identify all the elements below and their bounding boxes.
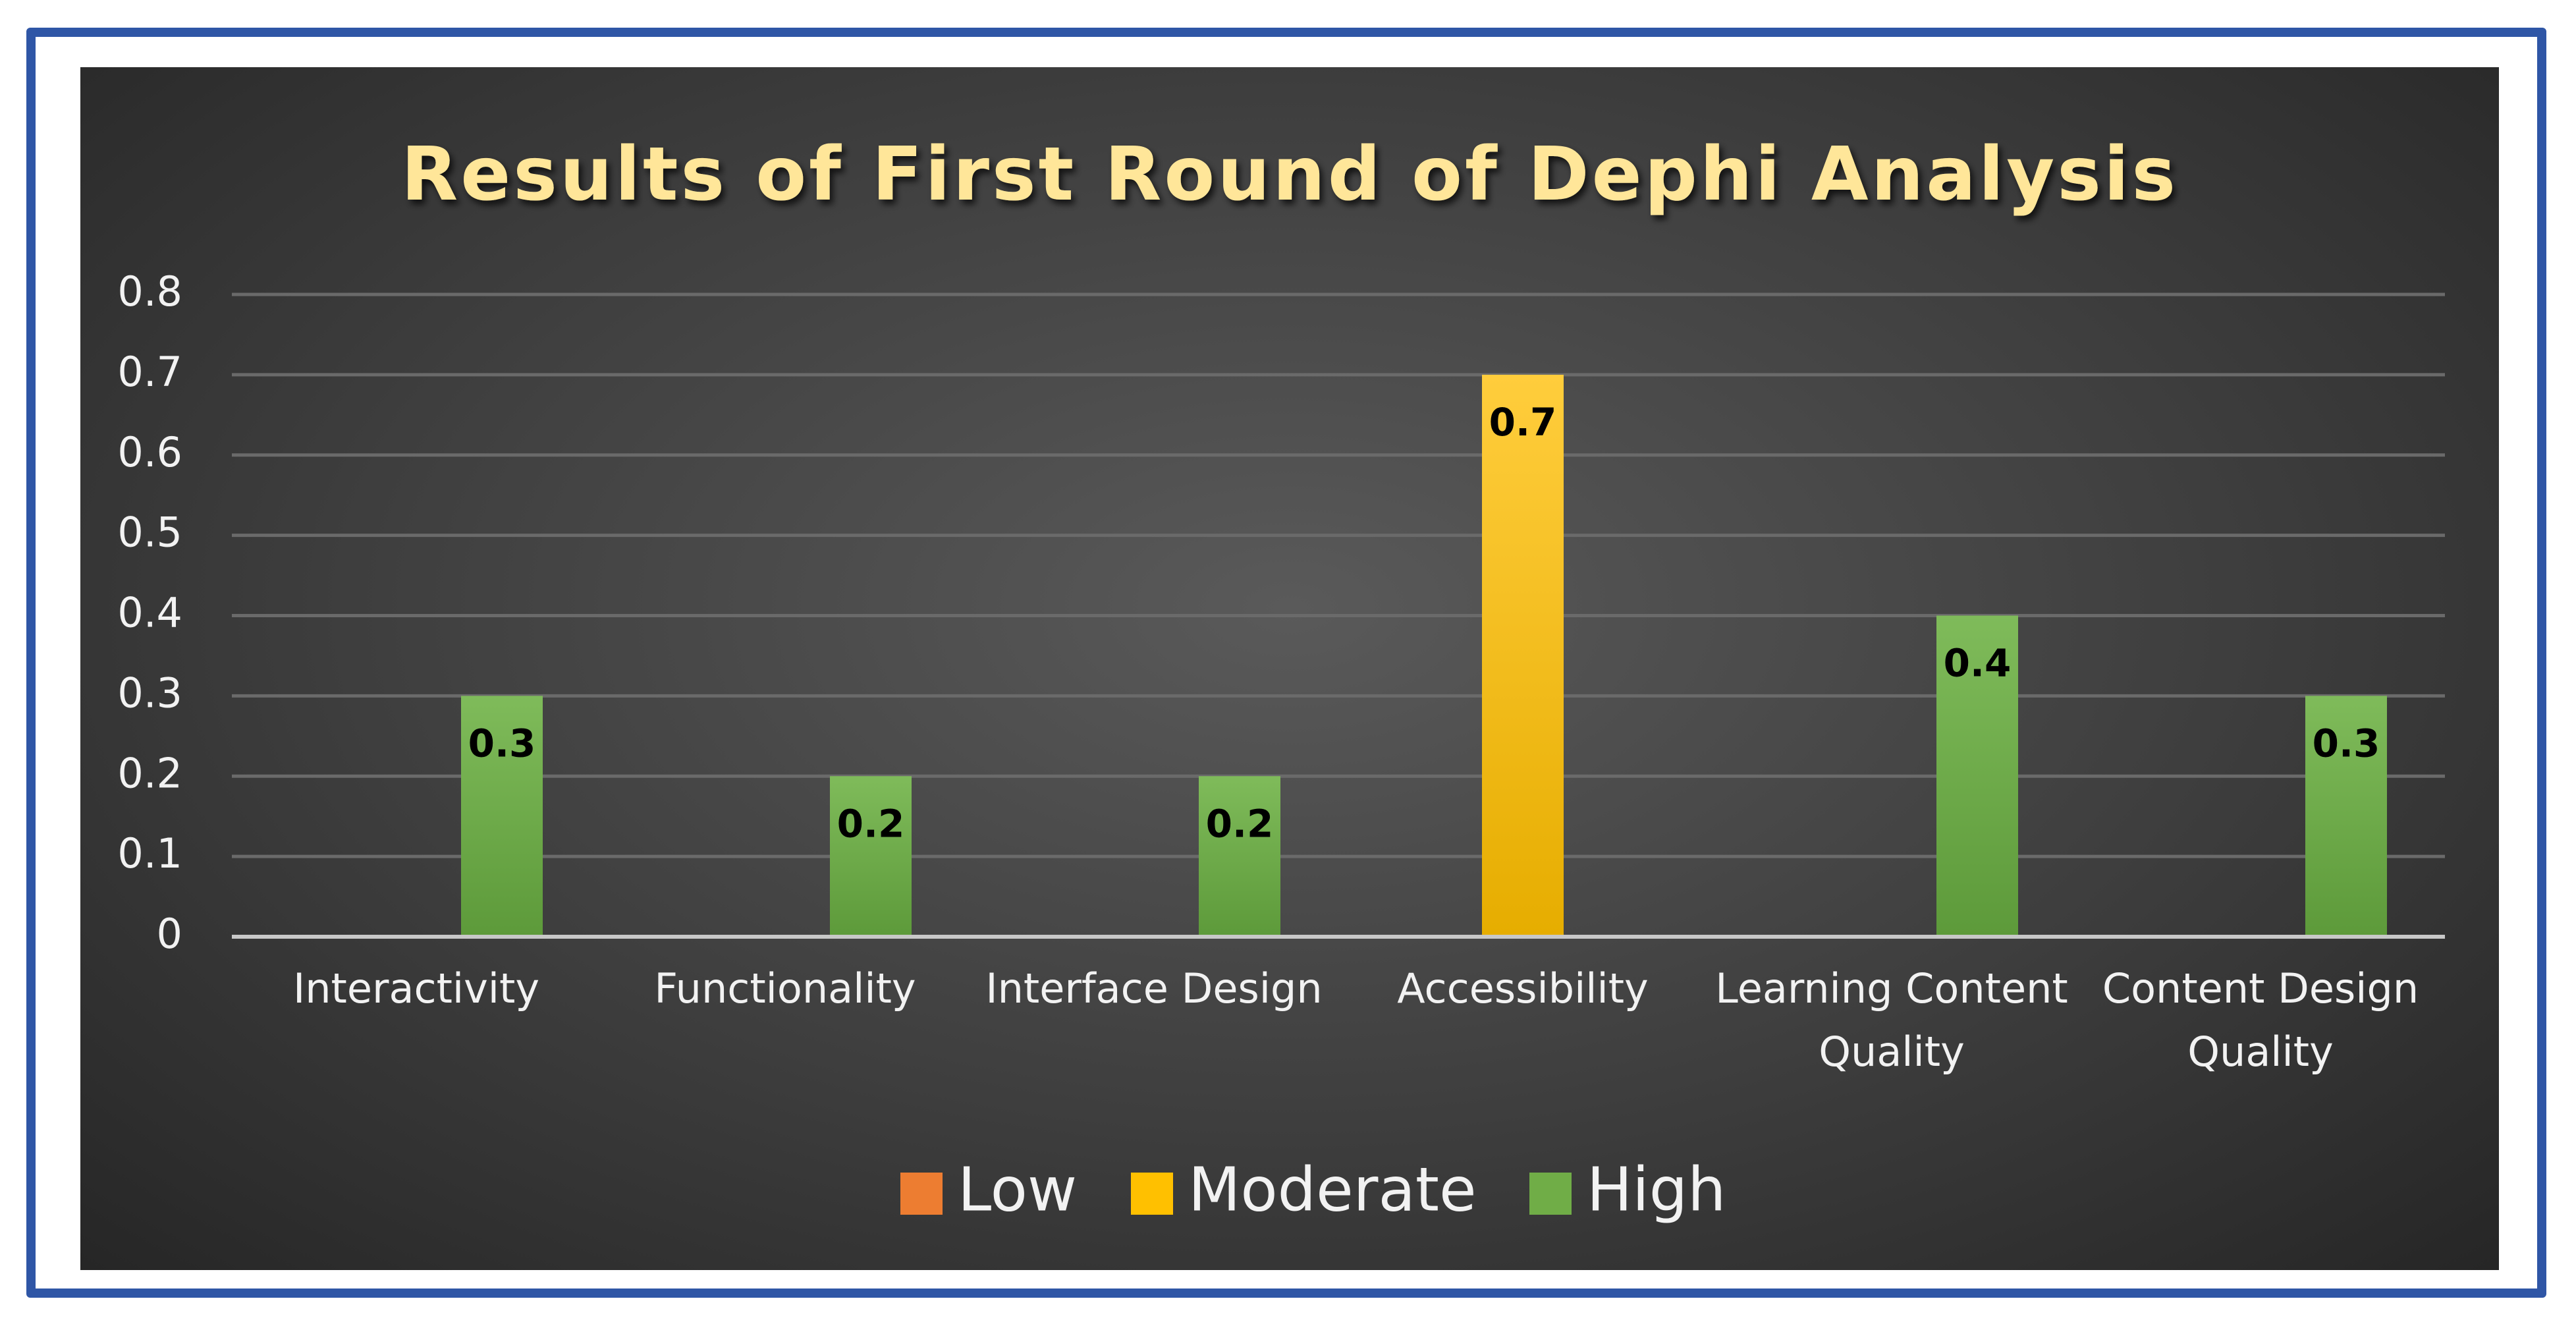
y-tick-label: 0.4 [117, 589, 182, 637]
y-tick-label: 0 [157, 910, 182, 958]
bar-high [1199, 776, 1280, 937]
data-label: 0.2 [837, 801, 905, 846]
bar-high [2305, 696, 2387, 937]
legend-swatch-moderate [1131, 1173, 1173, 1215]
y-tick-label: 0.1 [117, 829, 182, 877]
chart-area: Results of First Round of Dephi Analysis… [80, 67, 2499, 1270]
data-label: 0.4 [1944, 641, 2012, 686]
bar-high [830, 776, 912, 937]
y-tick-label: 0.8 [117, 267, 182, 316]
y-tick-label: 0.3 [117, 669, 182, 717]
bar-high [461, 696, 543, 937]
legend-label-moderate: Moderate [1188, 1154, 1477, 1225]
bar-high [1936, 615, 2018, 937]
y-tick-label: 0.2 [117, 749, 182, 797]
x-tick-label: Interface Design [985, 964, 1322, 1012]
legend-swatch-high [1529, 1173, 1572, 1215]
y-tick-label: 0.7 [117, 348, 182, 396]
x-tick-label: Accessibility [1397, 964, 1649, 1012]
y-tick-label: 0.6 [117, 428, 182, 476]
x-tick-label: Learning Content Quality [1715, 964, 2068, 1076]
chart-title: Results of First Round of Dephi Analysis [401, 132, 2178, 217]
data-label: 0.3 [2313, 721, 2380, 765]
x-tick-label: Interactivity [293, 964, 539, 1012]
y-tick-label: 0.5 [117, 509, 182, 557]
x-tick-label: Functionality [654, 964, 916, 1012]
data-label: 0.7 [1489, 400, 1557, 445]
data-label: 0.3 [468, 721, 536, 765]
x-tick-label: Content Design Quality [2102, 964, 2419, 1076]
legend-label-low: Low [958, 1154, 1077, 1225]
bar-chart: Results of First Round of Dephi Analysis… [117, 132, 2445, 1225]
data-label: 0.2 [1206, 801, 1274, 846]
bar-moderate [1482, 374, 1564, 937]
legend-swatch-low [900, 1173, 943, 1215]
legend-label-high: High [1587, 1154, 1726, 1225]
